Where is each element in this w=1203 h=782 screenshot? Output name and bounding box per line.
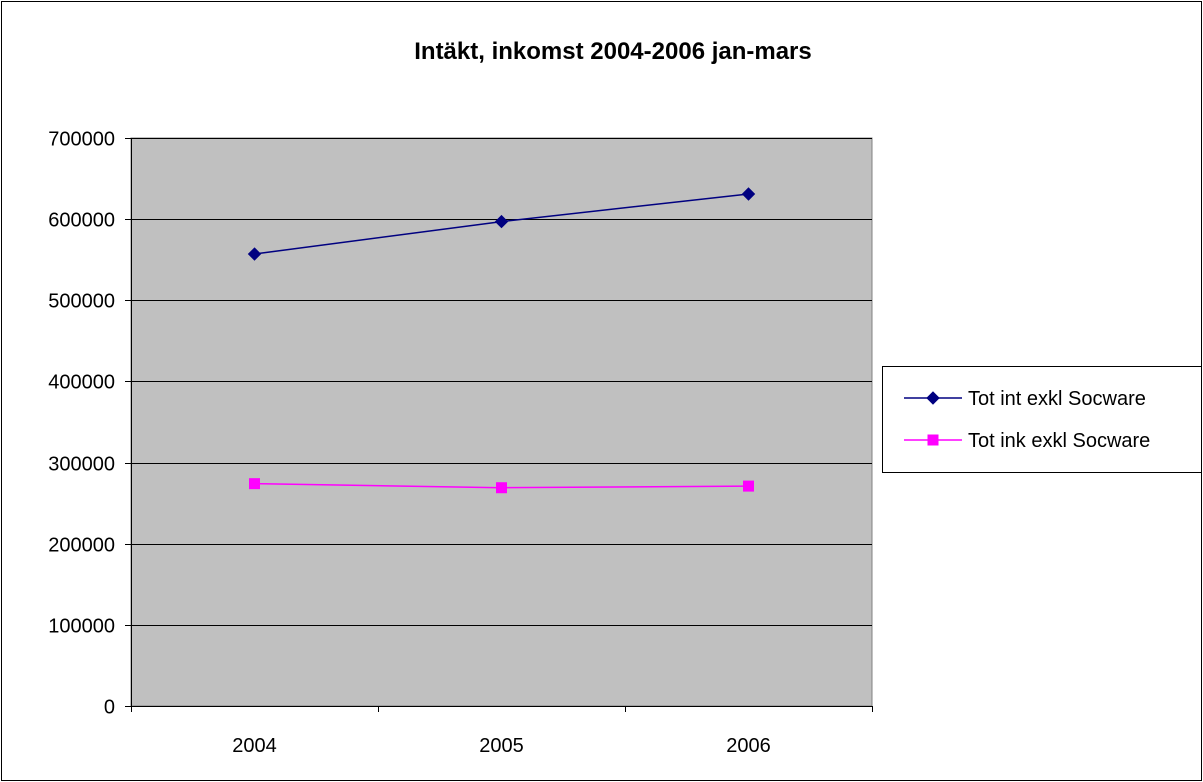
y-tick-label: 200000 (48, 535, 115, 557)
data-point-marker (927, 434, 939, 446)
legend-label-2: Tot ink exkl Socware (968, 430, 1150, 452)
data-point-marker (741, 187, 756, 201)
x-tick-label: 2004 (232, 735, 277, 757)
y-tick-label: 700000 (48, 129, 115, 151)
data-point-marker (496, 482, 507, 494)
x-tick-label: 2006 (726, 735, 771, 757)
y-tick-label: 100000 (48, 616, 115, 638)
y-tick-label: 400000 (48, 372, 115, 394)
data-point-marker (494, 214, 509, 229)
legend-label-1: Tot int exkl Socware (968, 388, 1146, 410)
y-tick-label: 600000 (48, 210, 115, 232)
legend-box (882, 366, 1201, 473)
plot-area: 0 100000 200000 300000 400000 500000 600000 700… (48, 129, 873, 757)
chart-title: Intäkt, inkomst 2004-2006 jan-mars (414, 38, 812, 65)
y-tick-label: 300000 (48, 454, 115, 476)
plot-background (130, 137, 873, 707)
data-point-marker (247, 247, 262, 261)
x-tick-label: 2005 (479, 735, 524, 757)
data-point-marker (249, 478, 260, 490)
legend: Tot int exkl Socware Tot ink exkl Socware (882, 366, 1201, 473)
y-tick-label: 0 (104, 697, 115, 719)
y-tick-label: 500000 (48, 291, 115, 313)
data-point-marker (743, 480, 754, 492)
data-point-marker (926, 391, 940, 405)
